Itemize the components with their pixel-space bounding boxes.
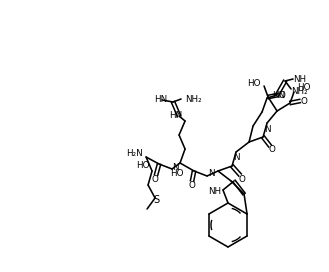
Text: N: N — [172, 162, 178, 172]
Text: H₂N: H₂N — [126, 150, 143, 159]
Text: NH: NH — [208, 187, 221, 196]
Text: HO: HO — [297, 84, 311, 92]
Text: O: O — [152, 175, 159, 184]
Text: N: N — [264, 125, 270, 134]
Text: HO: HO — [247, 79, 261, 88]
Text: HN: HN — [169, 112, 182, 120]
Text: HN: HN — [272, 91, 285, 100]
Text: HO: HO — [170, 168, 184, 178]
Text: N: N — [233, 153, 239, 162]
Text: HO: HO — [137, 160, 150, 169]
Text: HN: HN — [154, 95, 167, 104]
Text: O: O — [239, 175, 245, 184]
Text: N: N — [208, 169, 214, 178]
Text: S: S — [153, 195, 159, 205]
Text: O: O — [268, 146, 275, 154]
Text: NH₂: NH₂ — [291, 86, 308, 95]
Text: NH: NH — [293, 75, 306, 84]
Text: O: O — [279, 91, 286, 100]
Text: O: O — [301, 97, 308, 106]
Text: O: O — [189, 181, 195, 190]
Text: NH₂: NH₂ — [185, 94, 202, 104]
